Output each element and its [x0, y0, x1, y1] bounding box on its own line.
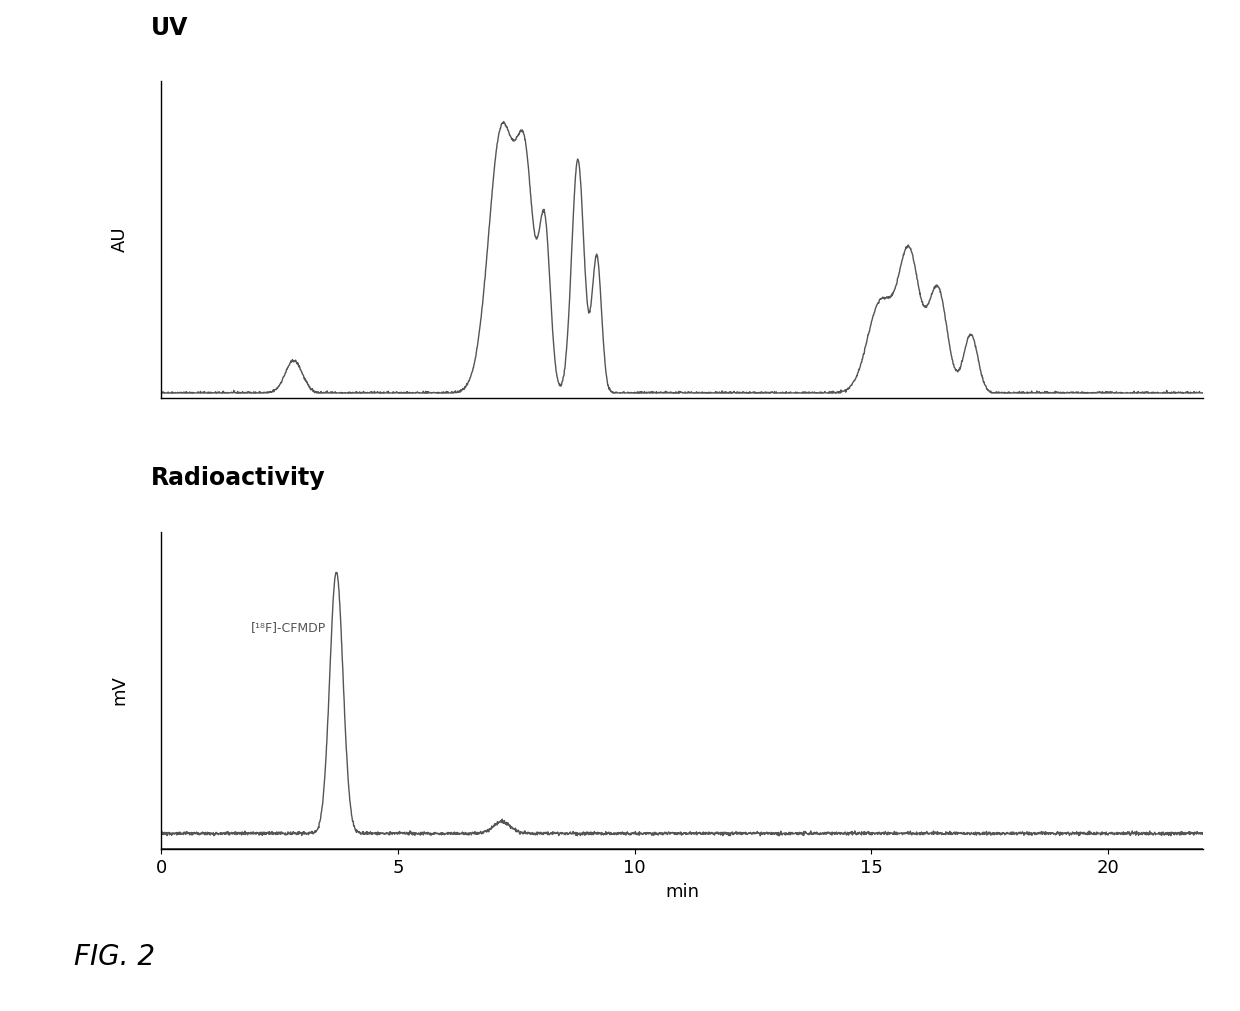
X-axis label: min: min — [665, 883, 699, 901]
Text: UV: UV — [151, 15, 188, 39]
Text: [¹⁸F]-CFMDP: [¹⁸F]-CFMDP — [252, 622, 326, 634]
Y-axis label: mV: mV — [110, 675, 129, 706]
Y-axis label: AU: AU — [110, 226, 129, 253]
Text: Radioactivity: Radioactivity — [151, 466, 325, 490]
Text: FIG. 2: FIG. 2 — [74, 942, 155, 971]
